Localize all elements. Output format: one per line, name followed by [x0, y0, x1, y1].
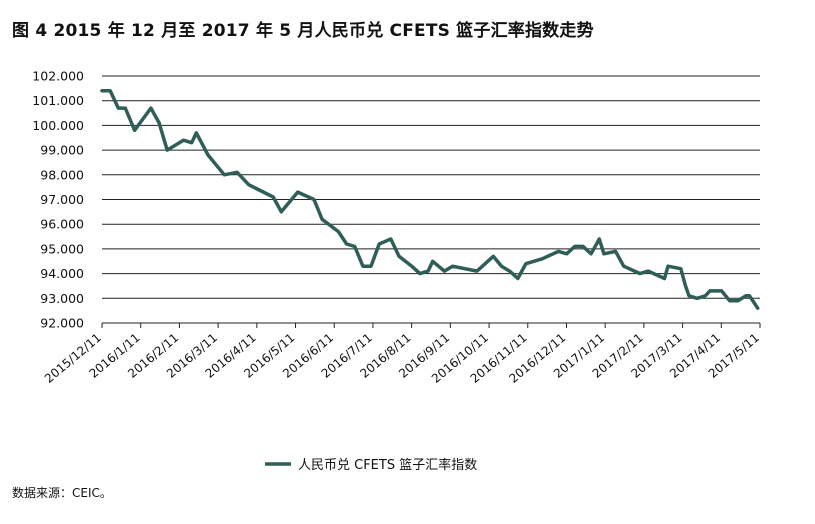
y-tick-label: 98.000 [40, 167, 84, 182]
legend: 人民币兑 CFETS 篮子汇率指数 [265, 457, 477, 473]
y-axis: 92.000 93.000 94.000 95.000 96.000 97.000 98.0… [32, 69, 84, 331]
chart-title: 图 4 2015 年 12 月至 2017 年 5 月人民币兑 CFETS 篮子… [12, 21, 594, 41]
y-tick-label: 101.000 [32, 93, 84, 108]
y-tick-label: 100.000 [32, 118, 84, 133]
y-tick-label: 93.000 [40, 291, 84, 306]
y-tick-label: 99.000 [40, 143, 84, 158]
y-tick-label: 102.000 [32, 69, 84, 84]
gridlines [102, 75, 760, 324]
y-tick-label: 96.000 [40, 217, 84, 232]
y-tick-label: 97.000 [40, 192, 84, 207]
source-note: 数据来源：CEIC。 [12, 486, 112, 500]
y-tick-label: 92.000 [40, 316, 84, 331]
y-tick-label: 95.000 [40, 241, 84, 256]
series-lines [100, 89, 760, 310]
series-line [100, 89, 760, 310]
x-axis: 2015/12/112016/1/112016/2/112016/3/11201… [42, 322, 762, 386]
y-tick-label: 94.000 [40, 266, 84, 281]
legend-label: 人民币兑 CFETS 篮子汇率指数 [298, 457, 477, 473]
